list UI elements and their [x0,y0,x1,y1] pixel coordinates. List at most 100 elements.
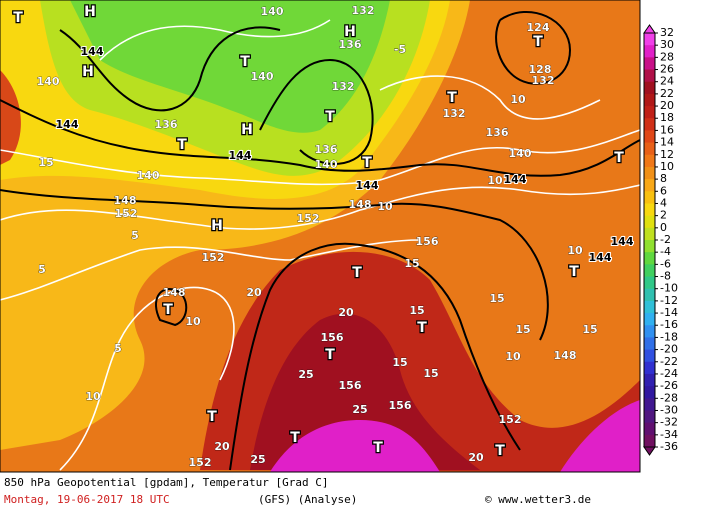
colorbar-cell [644,313,655,326]
map-label: 140 [315,158,338,171]
colorbar-label: -2 [660,233,671,246]
map-label: 10 [567,244,583,257]
colorbar-label: 2 [660,209,667,222]
map-label: 10 [510,93,526,106]
map-label: 156 [416,235,439,248]
map-label: T [417,320,427,336]
colorbar-cell [644,179,655,192]
map-label: H [82,64,94,80]
colorbar-cell [644,422,655,436]
colorbar-label: -22 [660,355,678,368]
map-label: T [177,137,187,153]
map-label: T [207,409,217,425]
colorbar-cell [644,337,655,351]
colorbar-cell [644,349,655,363]
west-zone [0,70,21,165]
colorbar-cell [644,361,655,375]
map-label: 144 [356,179,379,192]
map-label: 152 [202,251,225,264]
map-label: 152 [189,456,212,469]
colorbar-label: -12 [660,294,678,307]
colorbar-cell [644,93,655,107]
map-label: 140 [37,75,60,88]
colorbar-label: 32 [660,26,674,39]
map-label: 25 [250,453,265,466]
map-label: 20 [214,440,230,453]
colorbar-label: -16 [660,318,678,331]
map-label: 15 [38,156,53,169]
map-label: 136 [155,118,178,131]
colorbar-label: 10 [660,160,674,173]
colorbar-cell [644,410,655,424]
map-label: 15 [392,356,407,369]
colorbar-label: -4 [660,245,671,258]
colorbar-cell [644,81,655,95]
map-label: 140 [261,5,284,18]
colorbar-cell [644,106,655,119]
map-label: 144 [611,235,634,248]
colorbar-label: -28 [660,391,678,404]
colorbar-label: 30 [660,38,674,51]
colorbar-label: 22 [660,87,674,100]
map-label: 132 [443,107,466,120]
map-label: T [290,430,300,446]
map-label: 15 [582,323,597,336]
map-label: T [495,443,505,459]
map-label: T [352,265,362,281]
map-label: 10 [377,200,393,213]
map-label: -5 [394,43,406,56]
colorbar-label: -8 [660,270,671,283]
colorbar-cell [644,276,655,290]
colorbar-label: -34 [660,428,678,441]
map-label: T [373,440,383,456]
map-label: 148 [114,194,137,207]
colorbar-cell [644,45,655,58]
colorbar-cell [644,215,655,229]
colorbar-label: -6 [660,257,671,270]
map-label: T [533,34,543,50]
map-label: 15 [409,304,424,317]
map-label: 15 [489,292,504,305]
map-label: 15 [404,257,419,270]
cold-zone [70,0,390,133]
map-label: 20 [468,451,484,464]
credit: © www.wetter3.de [485,493,591,506]
map-label: 124 [527,21,550,34]
map-label: 132 [352,4,375,17]
colorbar-cell [644,227,655,241]
map-label: 20 [338,306,354,319]
map-label: 144 [81,45,104,58]
map-label: 152 [499,413,522,426]
colorbar-cell [644,154,655,168]
isotherms [0,19,640,471]
map-label: T [13,10,23,26]
map-label: H [344,24,356,40]
caption: 850 hPa Geopotential [gpdam], Temperatur… [4,476,329,489]
map-label: H [211,218,223,234]
map-label: T [163,302,173,318]
map-label: 5 [38,263,46,276]
colorbar-label: 0 [660,221,667,234]
colorbar-cell [644,386,655,399]
geopotential-lines [0,10,640,471]
map-label: 152 [297,212,320,225]
colorbar-cell [644,398,655,411]
colorbar-label: -10 [660,282,678,295]
map-label: 10 [185,315,201,328]
map-label: 20 [246,286,262,299]
colorbar-label: 28 [660,50,674,63]
colorbar-label: 4 [660,196,667,209]
map-label: 140 [137,169,160,182]
colorbar-label: 26 [660,63,674,76]
map-label: 144 [56,118,79,131]
colorbar-label: 20 [660,99,674,112]
colorbar-label: -26 [660,379,678,392]
colorbar-label: -14 [660,306,678,319]
map-label: H [241,122,253,138]
map-label: 156 [321,331,344,344]
map-label: 10 [85,390,101,403]
colorbar-cell [644,240,655,253]
colorbar-label: 16 [660,123,674,136]
